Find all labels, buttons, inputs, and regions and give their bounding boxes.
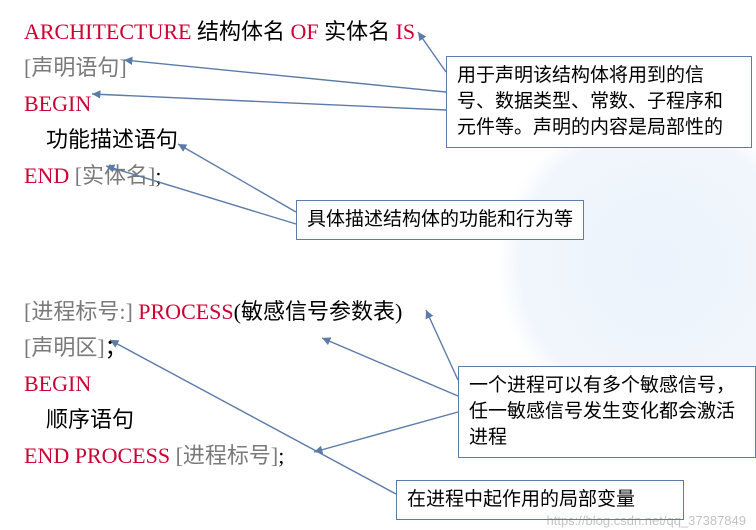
- code-line: END [实体名];: [24, 158, 415, 194]
- connector-line: [418, 32, 446, 72]
- code-token: 实体名: [324, 19, 396, 44]
- code-token: (敏感信号参数表): [234, 299, 403, 324]
- code-token: OF: [290, 19, 324, 44]
- code-line: ARCHITECTURE 结构体名 OF 实体名 IS: [24, 14, 415, 50]
- code-line: [进程标号:] PROCESS(敏感信号参数表): [24, 294, 402, 330]
- code-line: 功能描述语句: [24, 122, 415, 158]
- process-code-block: [进程标号:] PROCESS(敏感信号参数表)[声明区]；BEGIN 顺序语句…: [24, 294, 402, 474]
- code-token: ；: [105, 335, 127, 360]
- code-token: BEGIN: [24, 91, 91, 116]
- code-line: 顺序语句: [24, 402, 402, 438]
- code-token: END PROCESS: [24, 443, 176, 468]
- code-token: END: [24, 163, 75, 188]
- csdn-watermark: https://blog.csdn.net/qq_37387849: [547, 513, 747, 528]
- code-line: END PROCESS [进程标号];: [24, 438, 402, 474]
- code-token: IS: [396, 19, 416, 44]
- code-token: ARCHITECTURE: [24, 19, 197, 44]
- code-token: [进程标号]: [176, 443, 279, 468]
- code-token: [进程标号:]: [24, 299, 138, 324]
- code-line: BEGIN: [24, 86, 415, 122]
- code-token: ;: [278, 443, 284, 468]
- code-token: ;: [155, 163, 161, 188]
- code-line: BEGIN: [24, 366, 402, 402]
- code-token: [声明区]: [24, 335, 105, 360]
- callout-box: 具体描述结构体的功能和行为等: [296, 200, 584, 240]
- code-token: PROCESS: [138, 299, 233, 324]
- code-token: BEGIN: [24, 371, 91, 396]
- callout-box: 用于声明该结构体将用到的信号、数据类型、常数、子程序和元件等。声明的内容是局部性…: [446, 56, 752, 148]
- code-line: [声明语句]: [24, 50, 415, 86]
- code-token: [实体名]: [75, 163, 156, 188]
- code-token: 结构体名: [197, 19, 291, 44]
- callout-box: 一个进程可以有多个敏感信号，任一敏感信号发生变化都会激活进程: [458, 366, 756, 458]
- architecture-code-block: ARCHITECTURE 结构体名 OF 实体名 IS [声明语句] BEGIN 功…: [24, 14, 415, 194]
- code-line: [声明区]；: [24, 330, 402, 366]
- code-token: 顺序语句: [24, 407, 134, 432]
- connector-line: [426, 310, 458, 380]
- code-token: 功能描述语句: [24, 127, 178, 152]
- code-token: [声明语句]: [24, 55, 127, 80]
